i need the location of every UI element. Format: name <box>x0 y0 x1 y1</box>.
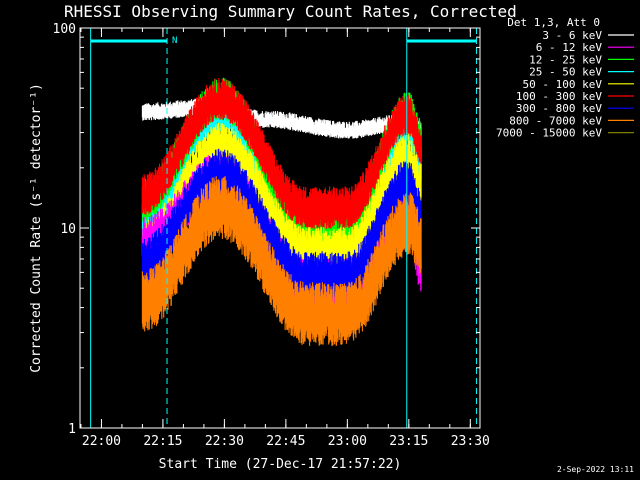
x-tick-label: 23:00 <box>328 434 367 449</box>
legend-entry-label: 100 - 300 keV <box>516 90 602 103</box>
footer-date: 2-Sep-2022 13:11 <box>557 465 634 474</box>
x-tick-label: 23:15 <box>389 434 428 449</box>
legend-entry-label: 6 - 12 keV <box>536 41 603 54</box>
legend-entry-label: 25 - 50 keV <box>529 66 602 79</box>
legend-header: Det 1,3, Att 0 <box>507 16 600 29</box>
y-tick-label: 1 <box>68 422 76 437</box>
x-tick-label: 22:00 <box>82 434 121 449</box>
x-tick-label: 23:30 <box>451 434 490 449</box>
marker-layer: N <box>90 28 477 428</box>
y-tick-label: 10 <box>60 222 76 237</box>
legend-entry-label: 7000 - 15000 keV <box>496 127 602 140</box>
y-tick-label: 100 <box>53 22 76 37</box>
legend-entry-label: 800 - 7000 keV <box>509 114 602 127</box>
x-tick-label: 22:15 <box>143 434 182 449</box>
data-layer <box>141 77 422 346</box>
y-axis-label: Corrected Count Rate (s⁻¹ detector⁻¹) <box>29 83 44 373</box>
axis-layer: 22:00 22:15 22:30 22:45 23:00 23:15 23:30 1 10 10… <box>53 22 490 449</box>
series-trace <box>141 148 422 299</box>
legend-entry-label: 3 - 6 keV <box>542 29 602 42</box>
flag-label: N <box>172 36 177 46</box>
chart-title: RHESSI Observing Summary Count Rates, Co… <box>64 2 517 21</box>
x-tick-label: 22:30 <box>205 434 244 449</box>
x-tick-label: 22:45 <box>266 434 305 449</box>
x-axis-label: Start Time (27-Dec-17 21:57:22) <box>159 457 402 472</box>
legend-entry-label: 50 - 100 keV <box>523 78 603 91</box>
series-trace <box>141 78 422 229</box>
series-trace <box>141 176 422 346</box>
legend-entry-label: 300 - 800 keV <box>516 102 602 115</box>
legend-entry-label: 12 - 25 keV <box>529 53 602 66</box>
